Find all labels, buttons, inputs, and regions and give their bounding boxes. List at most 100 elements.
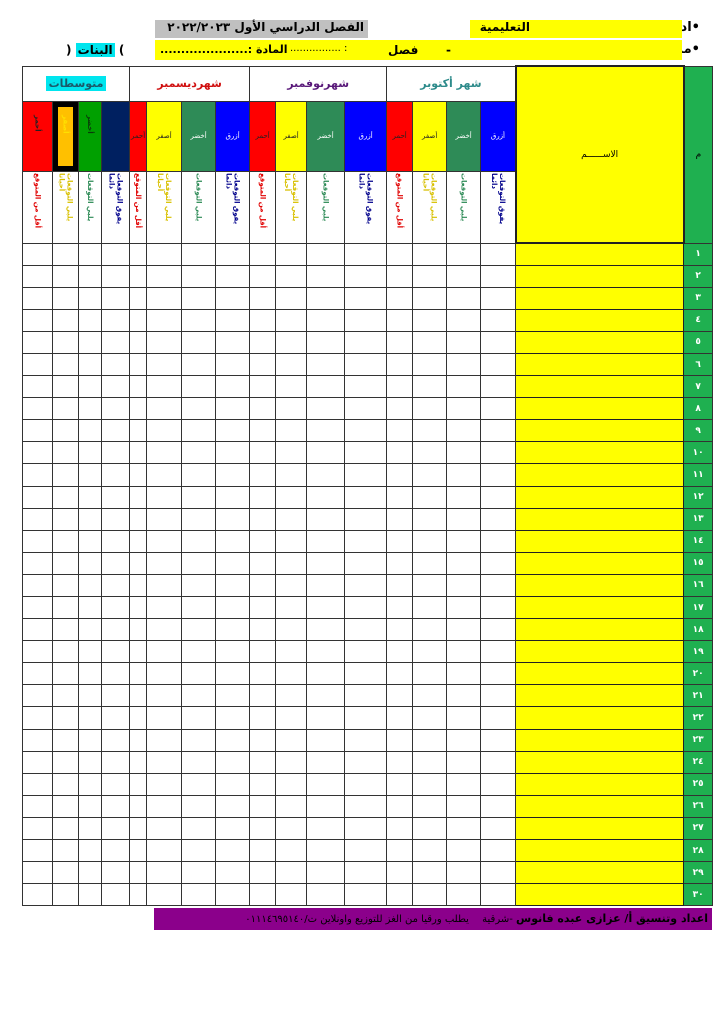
grade-cell[interactable] [344, 286, 388, 310]
grade-cell[interactable] [480, 352, 517, 377]
grade-cell[interactable] [249, 618, 277, 642]
student-name-cell[interactable] [515, 463, 685, 487]
grade-cell[interactable] [52, 529, 79, 553]
grade-cell[interactable] [412, 573, 448, 598]
grade-cell[interactable] [52, 772, 79, 796]
grade-cell[interactable] [146, 883, 183, 907]
grade-cell[interactable] [275, 794, 308, 818]
grade-cell[interactable] [181, 839, 217, 863]
grade-cell[interactable] [412, 684, 448, 708]
grade-cell[interactable] [215, 662, 251, 686]
grade-cell[interactable] [446, 308, 482, 332]
grade-cell[interactable] [22, 463, 53, 487]
grade-cell[interactable] [129, 794, 148, 818]
grade-cell[interactable] [386, 883, 414, 907]
grade-cell[interactable] [215, 883, 251, 907]
grade-cell[interactable] [275, 463, 308, 487]
grade-cell[interactable] [146, 728, 183, 752]
grade-cell[interactable] [52, 242, 79, 266]
grade-cell[interactable] [215, 352, 251, 377]
grade-cell[interactable] [480, 618, 517, 642]
grade-cell[interactable] [100, 507, 131, 531]
grade-cell[interactable] [22, 441, 53, 465]
grade-cell[interactable] [412, 794, 448, 818]
grade-cell[interactable] [249, 750, 277, 774]
grade-cell[interactable] [22, 485, 53, 509]
grade-cell[interactable] [306, 352, 346, 377]
grade-cell[interactable] [22, 397, 53, 421]
student-name-cell[interactable] [515, 684, 685, 708]
grade-cell[interactable] [386, 507, 414, 531]
grade-cell[interactable] [215, 507, 251, 531]
grade-cell[interactable] [480, 330, 517, 354]
student-name-cell[interactable] [515, 551, 685, 575]
grade-cell[interactable] [275, 839, 308, 863]
grade-cell[interactable] [306, 286, 346, 310]
grade-cell[interactable] [412, 816, 448, 841]
grade-cell[interactable] [249, 595, 277, 620]
grade-cell[interactable] [52, 640, 79, 664]
grade-cell[interactable] [306, 839, 346, 863]
grade-cell[interactable] [344, 595, 388, 620]
grade-cell[interactable] [52, 308, 79, 332]
student-name-cell[interactable] [515, 375, 685, 399]
grade-cell[interactable] [100, 794, 131, 818]
grade-cell[interactable] [275, 861, 308, 885]
grade-cell[interactable] [275, 684, 308, 708]
grade-cell[interactable] [446, 242, 482, 266]
grade-cell[interactable] [129, 441, 148, 465]
grade-cell[interactable] [215, 861, 251, 885]
grade-cell[interactable] [306, 706, 346, 730]
grade-cell[interactable] [306, 861, 346, 885]
grade-cell[interactable] [446, 662, 482, 686]
grade-cell[interactable] [129, 883, 148, 907]
grade-cell[interactable] [275, 551, 308, 575]
grade-cell[interactable] [275, 485, 308, 509]
grade-cell[interactable] [100, 419, 131, 443]
grade-cell[interactable] [146, 242, 183, 266]
grade-cell[interactable] [306, 684, 346, 708]
grade-cell[interactable] [78, 441, 102, 465]
grade-cell[interactable] [215, 640, 251, 664]
grade-cell[interactable] [480, 662, 517, 686]
grade-cell[interactable] [181, 397, 217, 421]
grade-cell[interactable] [129, 463, 148, 487]
grade-cell[interactable] [275, 662, 308, 686]
grade-cell[interactable] [52, 264, 79, 288]
grade-cell[interactable] [306, 640, 346, 664]
grade-cell[interactable] [386, 861, 414, 885]
grade-cell[interactable] [275, 397, 308, 421]
grade-cell[interactable] [344, 264, 388, 288]
grade-cell[interactable] [78, 308, 102, 332]
grade-cell[interactable] [181, 772, 217, 796]
grade-cell[interactable] [344, 839, 388, 863]
grade-cell[interactable] [129, 485, 148, 509]
grade-cell[interactable] [100, 861, 131, 885]
grade-cell[interactable] [275, 772, 308, 796]
student-name-cell[interactable] [515, 242, 685, 266]
grade-cell[interactable] [146, 794, 183, 818]
grade-cell[interactable] [386, 286, 414, 310]
grade-cell[interactable] [249, 728, 277, 752]
grade-cell[interactable] [344, 485, 388, 509]
grade-cell[interactable] [146, 640, 183, 664]
grade-cell[interactable] [52, 839, 79, 863]
grade-cell[interactable] [480, 573, 517, 598]
grade-cell[interactable] [344, 684, 388, 708]
grade-cell[interactable] [100, 839, 131, 863]
grade-cell[interactable] [344, 640, 388, 664]
grade-cell[interactable] [412, 308, 448, 332]
grade-cell[interactable] [386, 750, 414, 774]
grade-cell[interactable] [249, 375, 277, 399]
grade-cell[interactable] [480, 706, 517, 730]
grade-cell[interactable] [412, 883, 448, 907]
grade-cell[interactable] [480, 861, 517, 885]
grade-cell[interactable] [306, 618, 346, 642]
grade-cell[interactable] [306, 728, 346, 752]
grade-cell[interactable] [22, 308, 53, 332]
grade-cell[interactable] [181, 573, 217, 598]
grade-cell[interactable] [344, 772, 388, 796]
grade-cell[interactable] [275, 529, 308, 553]
grade-cell[interactable] [446, 618, 482, 642]
grade-cell[interactable] [146, 375, 183, 399]
